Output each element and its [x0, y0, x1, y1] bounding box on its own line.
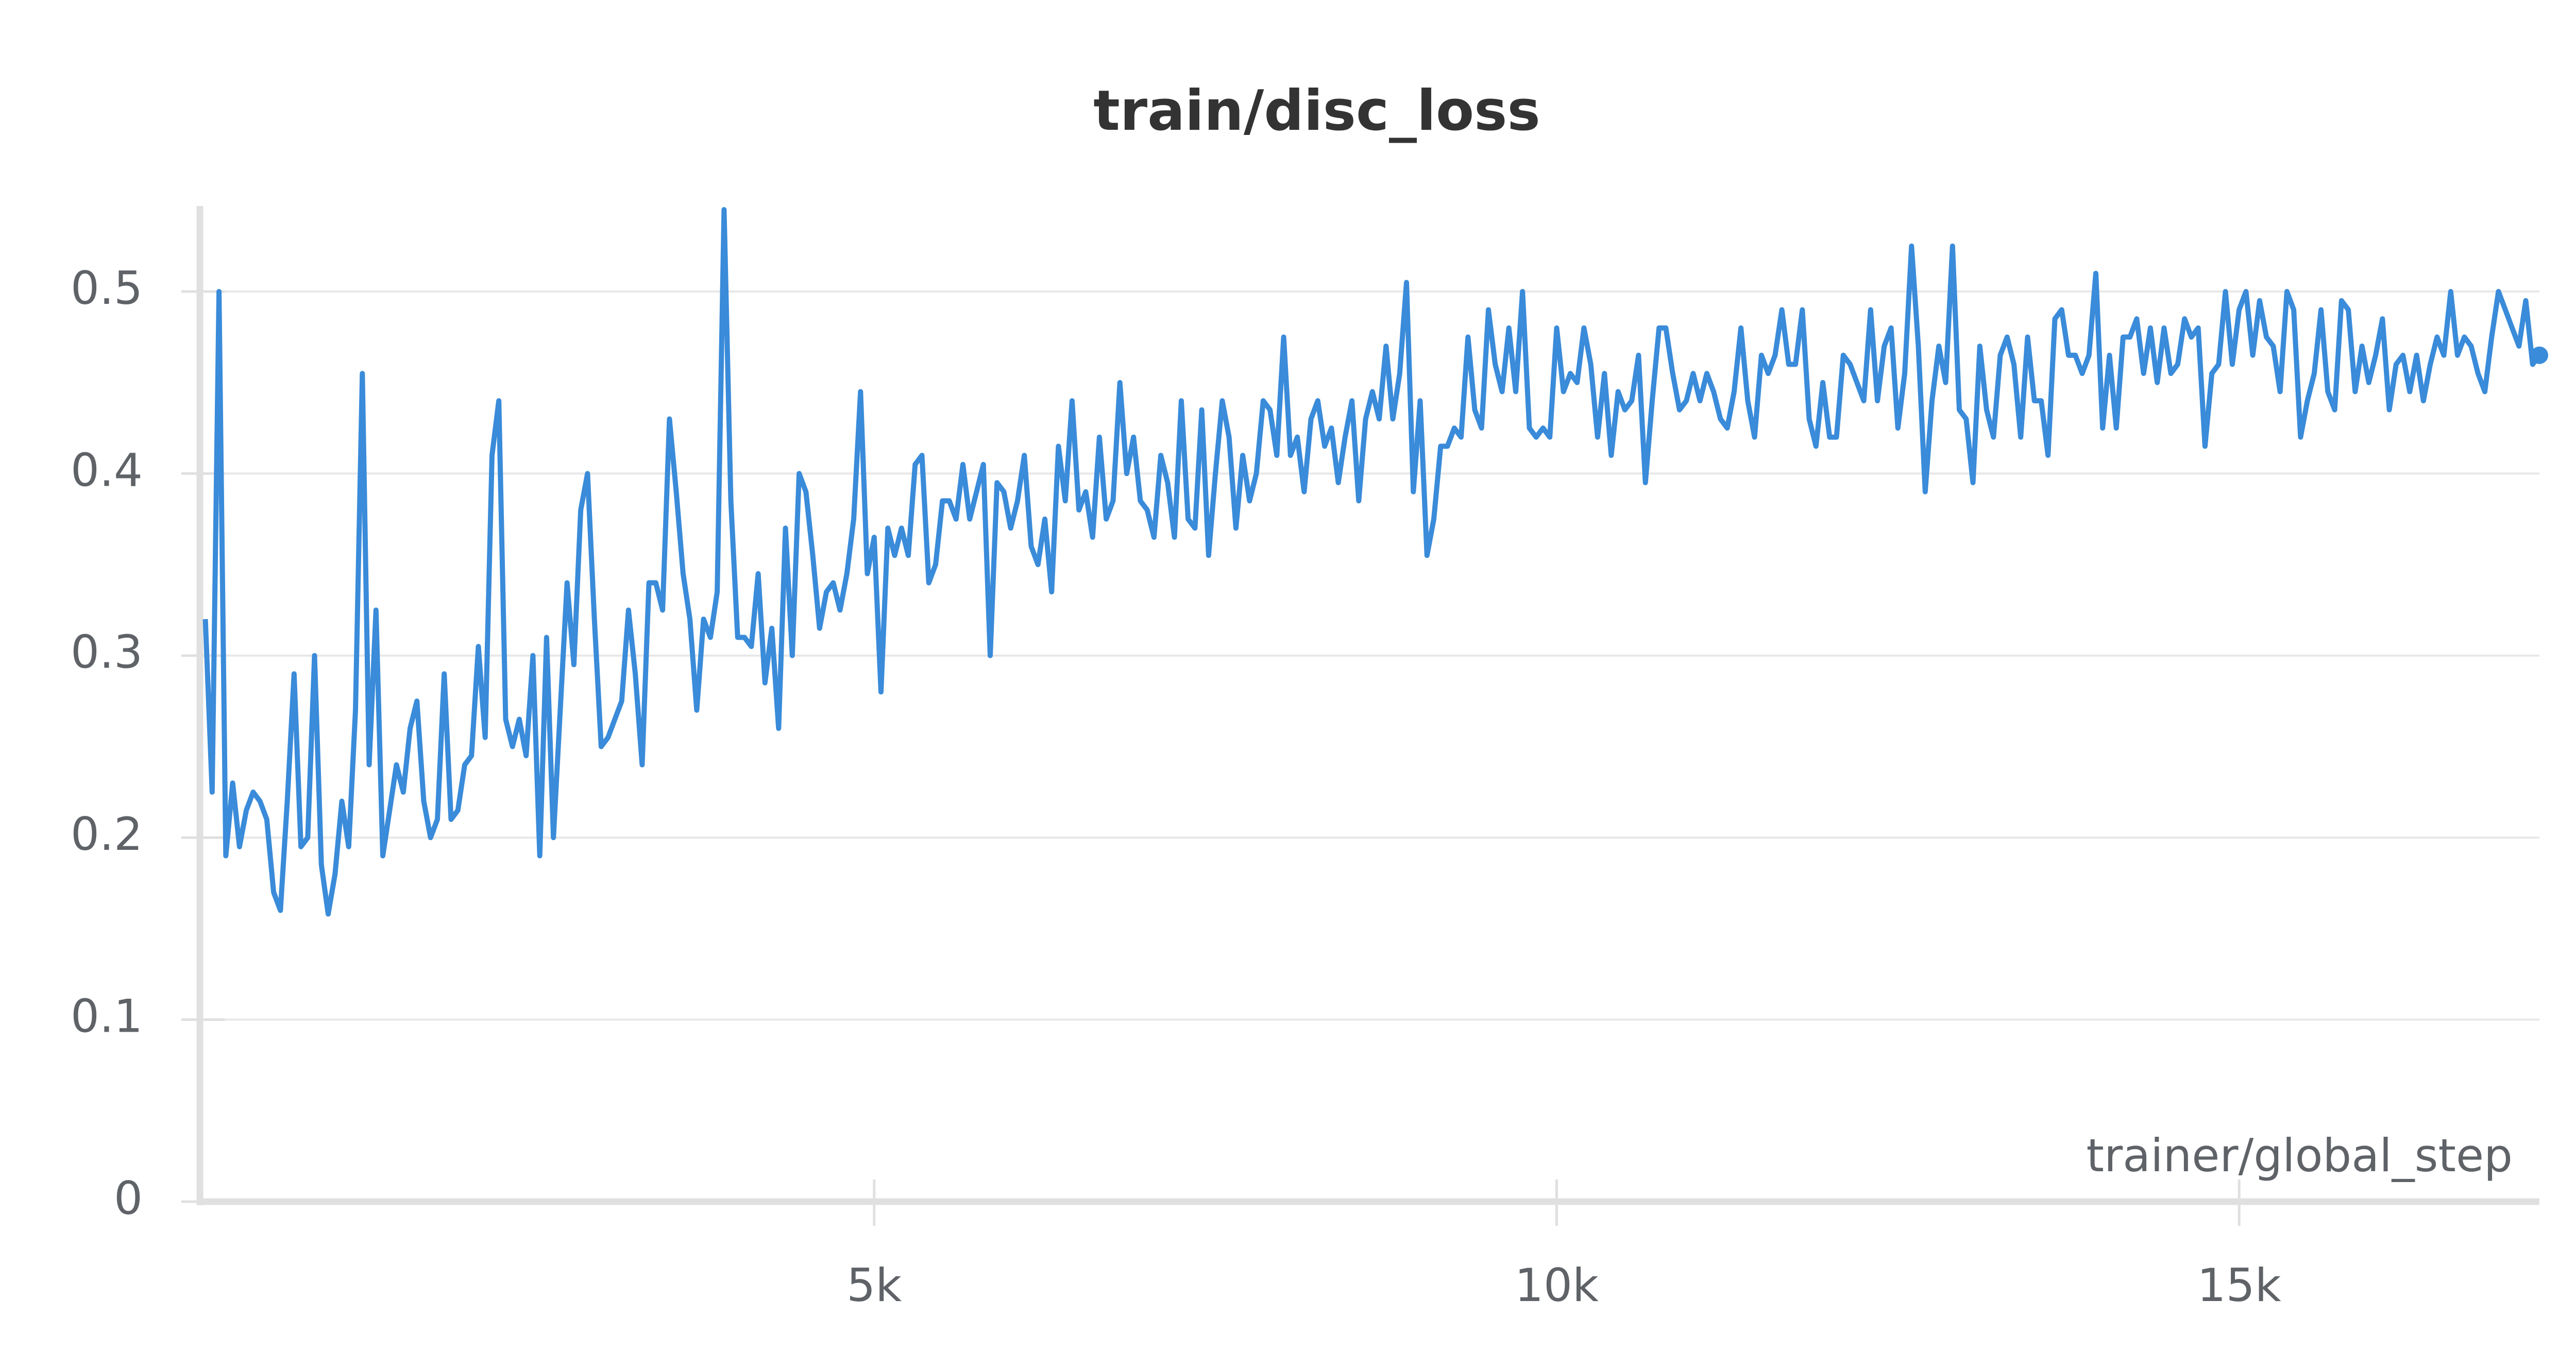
axes [196, 206, 2539, 1205]
ticks: 0 0.1 0.2 0.3 0.4 0.5 5k 10k 15k [71, 262, 2281, 1312]
y-tick-label: 0.5 [71, 262, 143, 315]
x-tick-label: 15k [2197, 1259, 2281, 1312]
chart-title: train/disc_loss [1093, 79, 1540, 143]
y-tick-label: 0 [114, 1172, 143, 1225]
x-tick-label: 10k [1515, 1259, 1599, 1312]
plot-area [202, 207, 2542, 917]
y-tick-label: 0.4 [71, 443, 143, 497]
end-marker [2531, 346, 2548, 364]
y-tick-label: 0.2 [71, 808, 143, 861]
x-axis-label: trainer/global_step [2086, 1129, 2513, 1182]
line-series [202, 207, 2542, 917]
x-tick-label: 5k [846, 1259, 902, 1312]
y-tick-label: 0.3 [71, 626, 143, 679]
y-tick-label: 0.1 [71, 990, 143, 1043]
